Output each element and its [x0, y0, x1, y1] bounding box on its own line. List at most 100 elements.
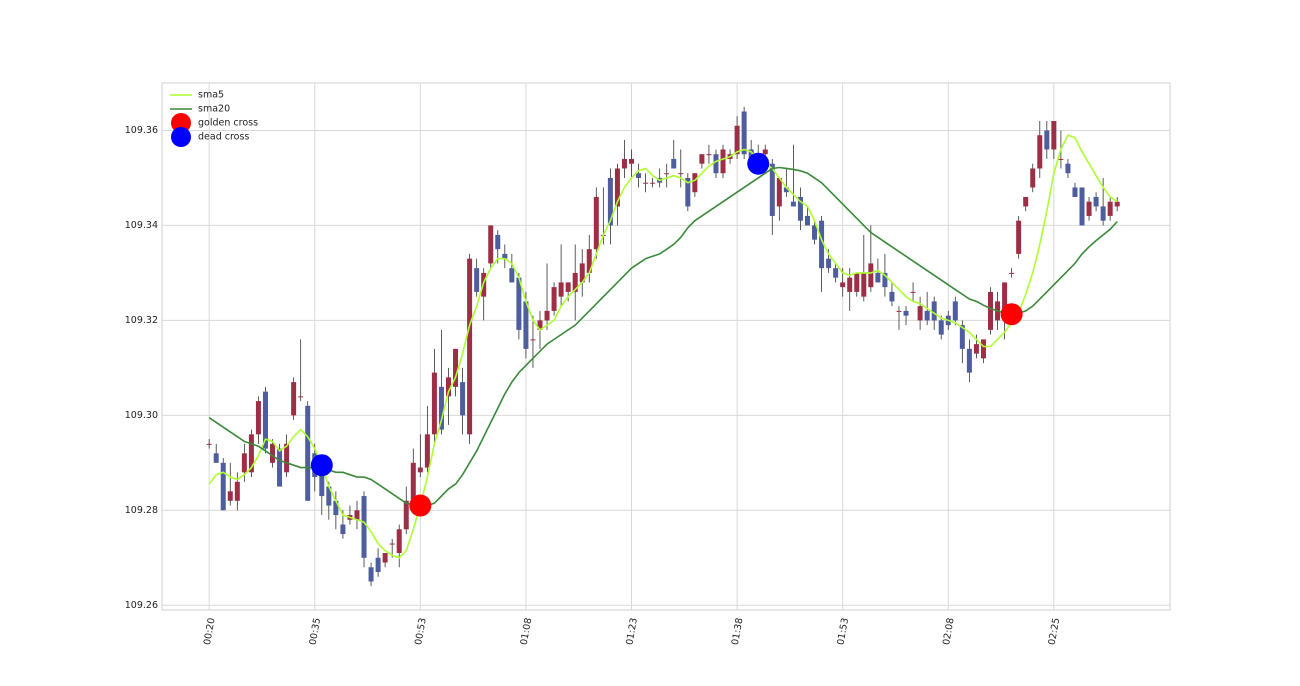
x-tick-label: 01:53	[836, 617, 852, 646]
candle-body	[277, 448, 283, 487]
candle-body	[896, 310, 902, 312]
candle-body	[326, 486, 332, 506]
candle-body	[629, 158, 635, 164]
candle-body	[720, 149, 726, 174]
candle-body	[671, 158, 677, 169]
candle-body	[1079, 187, 1085, 226]
candle-body	[1030, 168, 1036, 188]
candle-body	[952, 301, 958, 321]
candle-body	[819, 220, 825, 269]
candle-body	[298, 396, 304, 398]
candle-body	[248, 434, 254, 473]
candle-body	[389, 543, 395, 545]
candle-body	[741, 111, 747, 155]
candle-body	[748, 149, 754, 159]
y-tick-label: 109.34	[125, 220, 158, 231]
candle-body	[650, 182, 656, 184]
candle-body	[903, 310, 909, 316]
candle-body	[537, 320, 543, 330]
candle-body	[692, 173, 698, 193]
candle-body	[812, 225, 818, 240]
candle-body	[572, 272, 578, 292]
candle-body	[241, 453, 247, 473]
candle-body	[445, 377, 451, 397]
x-tick-label: 01:23	[624, 617, 640, 646]
candle-body	[382, 553, 388, 563]
candle-body	[664, 173, 670, 175]
candle-body	[910, 291, 916, 293]
legend-label: sma5	[198, 90, 224, 101]
y-tick-label: 109.30	[125, 410, 158, 421]
candle-body	[621, 158, 627, 169]
candle-body	[875, 272, 881, 283]
candle-body	[713, 154, 719, 174]
candle-body	[417, 467, 423, 473]
cross-marker	[409, 494, 432, 517]
candle-body	[460, 382, 466, 416]
candle-body	[586, 249, 592, 273]
x-tick-label: 00:20	[202, 617, 218, 646]
y-tick-label: 109.26	[125, 600, 158, 611]
candle-body	[424, 434, 430, 468]
candle-body	[431, 372, 437, 435]
candle-body	[234, 481, 240, 501]
candle-body	[255, 401, 261, 435]
candle-body	[558, 282, 564, 297]
candle-body	[1009, 272, 1015, 274]
candle-body	[882, 272, 888, 288]
candle-body	[917, 306, 923, 321]
candle-body	[783, 187, 789, 193]
candle-body	[333, 500, 339, 516]
y-tick-label: 109.32	[125, 315, 158, 326]
candle-body	[516, 277, 522, 330]
x-tick-label: 02:25	[1047, 617, 1063, 646]
candle-body	[375, 557, 381, 573]
x-tick-label: 01:08	[519, 617, 535, 646]
candle-body	[959, 325, 965, 349]
candle-body	[776, 177, 782, 207]
candle-body	[1065, 163, 1071, 174]
candle-body	[734, 125, 740, 155]
candle-body	[1002, 282, 1008, 321]
candle-body	[593, 196, 599, 250]
x-tick-label: 00:35	[308, 617, 324, 646]
plot-area	[161, 82, 1171, 611]
candle-body	[270, 443, 276, 463]
candle-body	[544, 310, 550, 321]
candle-body	[643, 182, 649, 184]
candle-body	[502, 253, 508, 259]
sma-line	[208, 166, 1118, 507]
cross-marker	[1000, 303, 1023, 326]
candle-body	[579, 263, 585, 283]
candle-body	[1107, 201, 1113, 216]
candle-body	[973, 344, 979, 354]
candle-body	[1044, 130, 1050, 150]
candle-body	[206, 443, 212, 445]
candle-body	[1093, 196, 1099, 207]
candle-body	[931, 301, 937, 321]
legend-label: dead cross	[198, 132, 249, 143]
candle-body	[889, 291, 895, 302]
legend-marker	[171, 127, 191, 147]
sma-line	[208, 134, 1118, 559]
y-tick-label: 109.28	[125, 505, 158, 516]
candle-body	[213, 453, 219, 463]
candle-body	[685, 177, 691, 207]
candle-body	[847, 277, 853, 292]
candle-body	[319, 462, 325, 497]
legend-marker	[171, 113, 191, 133]
candle-body	[833, 268, 839, 278]
candle-body	[1072, 187, 1078, 197]
candle-body	[227, 491, 233, 501]
candle-body	[854, 272, 860, 292]
candle-body	[354, 510, 360, 520]
x-tick-label: 02:08	[941, 617, 957, 646]
candle-body	[762, 149, 768, 155]
candle-body	[636, 173, 642, 178]
candle-body	[403, 500, 409, 530]
candle-body	[861, 272, 867, 297]
candle-body	[1086, 201, 1092, 216]
candle-body	[488, 225, 494, 264]
candle-body	[523, 301, 529, 349]
